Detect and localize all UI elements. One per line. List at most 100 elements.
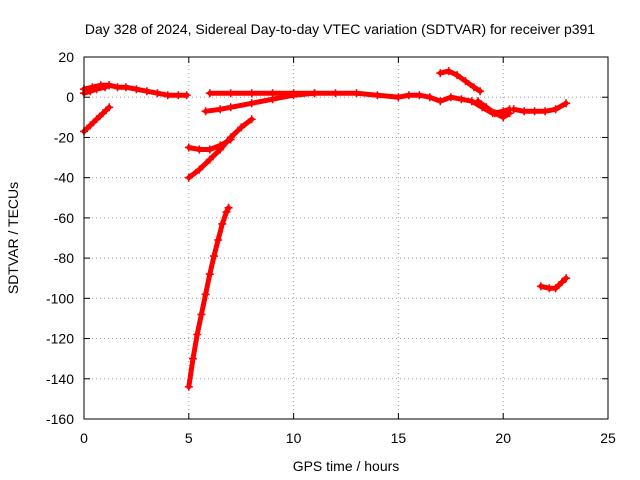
data-point [499, 113, 508, 122]
data-point [132, 85, 141, 94]
data-point [453, 71, 462, 80]
x-tick-label: 5 [185, 430, 193, 446]
plot-frame [83, 56, 609, 420]
data-point [476, 87, 485, 96]
data-point [153, 89, 162, 98]
series-arc-12 [536, 274, 571, 293]
data-point [222, 207, 231, 216]
data-point [184, 382, 193, 391]
y-tick-label: -120 [46, 331, 74, 347]
data-point [551, 105, 560, 114]
data-point [201, 107, 210, 116]
series-arc-9 [436, 67, 485, 96]
chart-title: Day 328 of 2024, Sidereal Day-to-day VTE… [85, 21, 595, 37]
data-point [541, 107, 550, 116]
data-point [436, 69, 445, 78]
x-tick-label: 0 [80, 430, 88, 446]
series-arc-4 [184, 203, 233, 391]
data-point [121, 83, 130, 92]
data-point [205, 145, 214, 154]
data-point [182, 91, 191, 100]
series-arc-2 [80, 103, 114, 136]
y-tick-label: 20 [58, 49, 74, 65]
series-arc-11 [509, 99, 571, 116]
data-point [195, 165, 204, 174]
data-point [247, 99, 256, 108]
data-series [80, 67, 571, 391]
x-tick-label: 20 [495, 430, 511, 446]
data-point [331, 89, 340, 98]
y-tick-label: -60 [54, 210, 74, 226]
series-arc-10 [474, 97, 514, 122]
data-point [226, 103, 235, 112]
y-tick-label: -160 [46, 411, 74, 427]
data-point [394, 93, 403, 102]
data-point [247, 89, 256, 98]
data-point [469, 83, 478, 92]
data-point [461, 77, 470, 86]
data-point [237, 123, 246, 132]
data-point [105, 81, 114, 90]
x-axis-label: GPS time / hours [293, 458, 400, 474]
data-point [189, 354, 197, 363]
data-point [174, 91, 183, 100]
series-arc-8 [205, 89, 514, 118]
data-point [352, 89, 361, 98]
data-point [505, 109, 514, 118]
y-tick-label: -100 [46, 290, 74, 306]
data-point [415, 91, 424, 100]
data-point [92, 115, 101, 124]
data-point [195, 145, 204, 154]
x-tick-label: 15 [391, 430, 407, 446]
data-point [536, 282, 545, 291]
data-point [373, 91, 382, 100]
data-point [530, 107, 539, 116]
data-point [224, 203, 233, 212]
data-point [214, 236, 223, 244]
data-point [226, 135, 235, 144]
data-point [425, 93, 434, 102]
data-point [457, 95, 466, 104]
data-point [92, 85, 101, 94]
data-point [551, 284, 560, 293]
y-tick-label: -140 [46, 371, 74, 387]
data-point [184, 173, 193, 182]
x-tick-label: 10 [286, 430, 302, 446]
data-point [142, 87, 151, 96]
y-tick-label: 0 [66, 89, 74, 105]
data-point [86, 121, 95, 130]
data-point [193, 330, 202, 339]
data-point [201, 290, 210, 299]
data-point [113, 83, 122, 92]
series-arc-6 [184, 135, 235, 154]
x-tick-label: 25 [600, 430, 616, 446]
data-point [436, 97, 445, 106]
data-point [105, 103, 114, 112]
data-point [289, 89, 298, 98]
data-point [205, 270, 214, 279]
data-point [268, 89, 277, 98]
data-point [216, 105, 225, 114]
data-point [197, 310, 206, 319]
data-point [446, 93, 455, 102]
data-point [509, 105, 518, 114]
data-point [98, 109, 107, 118]
data-point [163, 91, 172, 100]
y-axis-label: SDTVAR / TECUs [5, 182, 21, 294]
data-point [226, 89, 235, 98]
data-point [184, 143, 193, 152]
data-point [482, 103, 491, 112]
data-point [218, 219, 227, 228]
y-tick-label: -20 [54, 129, 74, 145]
data-point [86, 87, 95, 96]
data-point [205, 155, 214, 164]
data-point [210, 252, 218, 261]
series-arc-3 [80, 81, 114, 98]
tick-labels: 0 5 10 15 20 25 20 0 -20 -40 -60 -80 -100 -120 -140 -16… [46, 49, 616, 446]
data-point [404, 91, 413, 100]
data-point [247, 115, 256, 124]
data-point [562, 274, 571, 283]
data-point [474, 97, 482, 106]
